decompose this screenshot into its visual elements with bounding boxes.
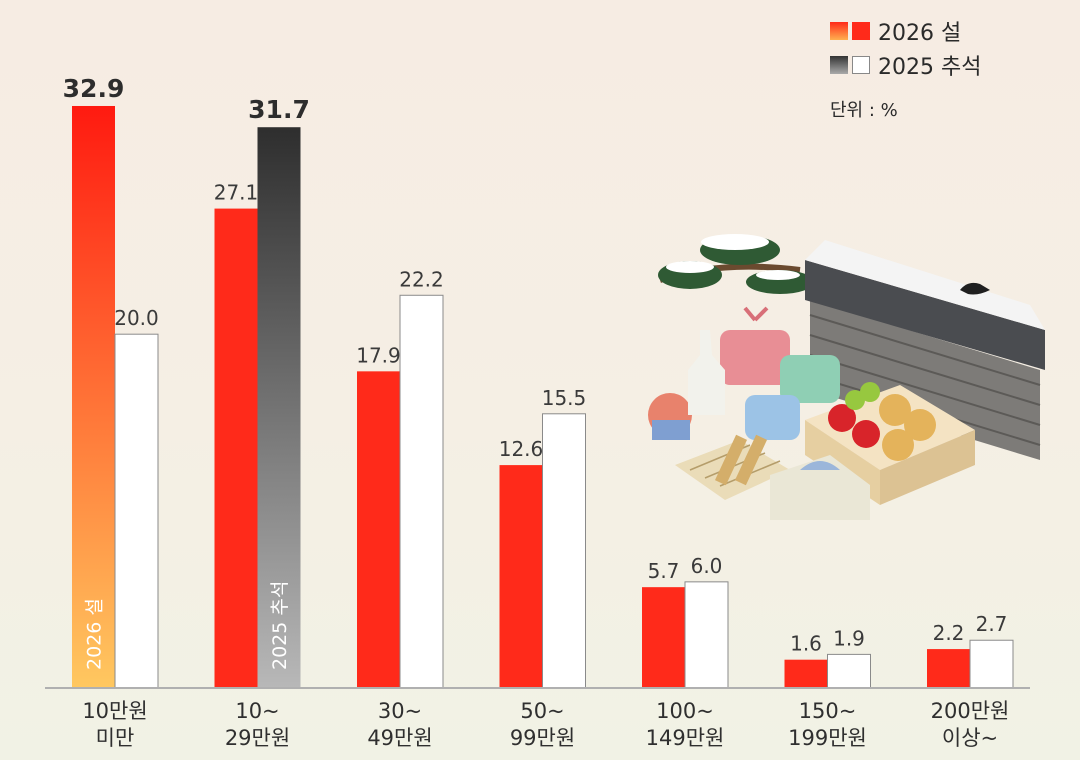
bar-2026-2 [357,371,400,688]
value-label-2025-6: 2.7 [976,612,1008,636]
legend-item-2026: 2026 설 [830,14,981,48]
holiday-gift-set-illustration [648,234,1045,520]
bar-2025-4 [684,581,729,689]
category-label-0-line-0: 10만원 [82,699,147,723]
bar-2026-0 [72,105,115,688]
category-label-2-line-1: 49만원 [367,726,432,750]
game-board-icon [675,434,790,500]
gift-bundle-icon [648,306,840,440]
legend-swatch-2025-gradient [830,56,848,74]
value-label-2026-2: 17.9 [356,343,401,367]
value-label-2025-0: 20.0 [114,306,159,330]
legend-swatch-2026-gradient [830,22,848,40]
category-label-4-line-0: 100~ [656,699,714,723]
value-label-2025-4: 6.0 [691,554,723,578]
unit-label: 단위 : % [830,100,898,121]
inbar-label-2026: 2026 설 [84,598,106,670]
value-label-2025-2: 22.2 [399,267,444,291]
bar-2025-5 [827,653,871,689]
value-label-2026-3: 12.6 [499,437,544,461]
bar-2025-1 [257,127,301,689]
bar-2026-6 [927,649,970,688]
legend-swatch-2025-solid [852,56,870,74]
category-label-2-line-0: 30~ [378,699,422,723]
category-label-0-line-1: 미만 [96,726,135,750]
value-label-2026-5: 1.6 [790,632,822,656]
pine-branch-icon [658,234,814,294]
category-label-1-line-1: 29만원 [225,726,290,750]
category-label-6-line-1: 이상~ [942,726,998,750]
category-label-1-line-0: 10~ [235,699,279,723]
bar-2026-4 [642,587,685,688]
bar-2025-2 [399,294,444,689]
legend-item-2025: 2025 추석 [830,48,981,82]
bar-2026-3 [499,465,543,688]
legend-label-2025: 2025 추석 [878,55,982,80]
value-label-2026-1: 27.1 [214,181,259,205]
value-label-2026-6: 2.2 [933,621,965,645]
value-label-2025-3: 15.5 [542,386,587,410]
bar-2026-5 [784,659,828,688]
stone-wall-icon [805,240,1045,460]
value-label-2025-1: 31.7 [248,95,310,124]
category-label-5-line-1: 199만원 [788,726,867,750]
value-label-2026-4: 5.7 [648,559,680,583]
wrapped-cloth-icon [770,455,870,520]
bar-2026-1 [214,208,258,689]
bar-2025-3 [542,413,586,689]
category-label-5-line-0: 150~ [799,699,857,723]
category-label-3-line-1: 99만원 [510,726,575,750]
bar-2025-6 [969,639,1014,689]
value-label-2025-5: 1.9 [833,626,865,650]
legend: 2026 설 2025 추석 단위 : % [830,14,981,122]
value-label-2026-0: 32.9 [63,74,125,103]
bar-2025-0 [114,333,159,689]
inbar-label-2025: 2025 추석 [269,581,291,670]
category-label-3-line-0: 50~ [520,699,564,723]
legend-label-2026: 2026 설 [878,21,962,46]
legend-swatch-2026-solid [852,22,870,40]
category-label-6-line-0: 200만원 [931,699,1010,723]
category-label-4-line-1: 149만원 [646,726,725,750]
